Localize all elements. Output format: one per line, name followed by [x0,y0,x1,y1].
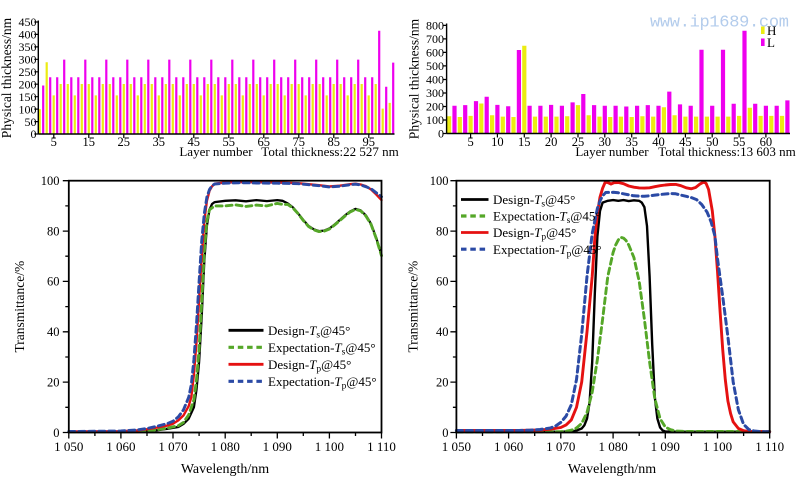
svg-text:600: 600 [426,46,444,60]
svg-text:Expectation-Ts@45°: Expectation-Ts@45° [268,340,376,358]
svg-text:95: 95 [363,135,376,149]
svg-text:800: 800 [426,19,444,33]
svg-text:Physical thickness/nm: Physical thickness/nm [0,17,14,138]
svg-text:15: 15 [83,135,96,149]
svg-text:H: H [767,23,776,38]
svg-text:1 070: 1 070 [546,439,575,454]
svg-text:80: 80 [436,224,449,238]
svg-text:80: 80 [47,224,60,238]
svg-text:50: 50 [706,135,719,149]
svg-text:55: 55 [223,135,236,149]
svg-text:200: 200 [19,77,37,91]
svg-text:1 090: 1 090 [263,439,292,454]
svg-text:1 090: 1 090 [651,439,680,454]
svg-text:15: 15 [518,135,531,149]
svg-text:25: 25 [118,135,131,149]
svg-text:Wavelength/nm: Wavelength/nm [181,462,269,477]
svg-text:35: 35 [153,135,166,149]
svg-text:450: 450 [19,15,37,29]
svg-text:50: 50 [25,115,37,129]
svg-text:200: 200 [426,100,444,114]
svg-text:Design-Ts@45°: Design-Ts@45° [493,192,575,210]
svg-text:60: 60 [47,275,60,289]
svg-text:0: 0 [438,127,444,141]
svg-text:0: 0 [53,426,59,440]
svg-text:30: 30 [599,135,612,149]
svg-text:300: 300 [19,53,37,67]
svg-text:100: 100 [430,174,449,188]
svg-text:40: 40 [47,325,60,339]
svg-text:Design-Ts@45°: Design-Ts@45° [268,323,350,341]
svg-text:55: 55 [733,135,746,149]
svg-text:1 100: 1 100 [315,439,344,454]
svg-text:20: 20 [436,375,449,389]
svg-text:www.ip1689.com: www.ip1689.com [650,14,789,33]
svg-text:5: 5 [51,135,57,149]
svg-text:Layer number: Layer number [179,144,253,159]
svg-text:1 050: 1 050 [442,439,471,454]
svg-text:40: 40 [436,325,449,339]
svg-text:Expectation-Tp@45°: Expectation-Tp@45° [268,374,377,392]
svg-text:45: 45 [679,135,692,149]
svg-text:350: 350 [19,40,37,54]
svg-text:Transmittance/%: Transmittance/% [406,261,421,353]
svg-text:0: 0 [442,426,448,440]
svg-text:1 080: 1 080 [211,439,240,454]
svg-text:1 110: 1 110 [755,439,784,454]
svg-text:10: 10 [491,135,504,149]
svg-text:1 100: 1 100 [703,439,732,454]
svg-text:250: 250 [19,65,37,79]
svg-text:0: 0 [31,127,37,141]
svg-text:1 070: 1 070 [158,439,187,454]
svg-text:60: 60 [436,275,449,289]
svg-text:1 060: 1 060 [106,439,135,454]
svg-text:20: 20 [47,375,60,389]
svg-text:L: L [767,35,775,50]
svg-text:25: 25 [572,135,585,149]
svg-text:65: 65 [258,135,271,149]
svg-text:40: 40 [652,135,665,149]
svg-text:700: 700 [426,32,444,46]
svg-text:45: 45 [188,135,201,149]
svg-text:Layer number: Layer number [575,144,649,159]
svg-text:Expectation-Tp@45°: Expectation-Tp@45° [493,242,602,259]
svg-text:Physical thickness/nm: Physical thickness/nm [406,18,421,139]
svg-text:1 050: 1 050 [54,439,83,454]
svg-text:5: 5 [467,135,473,149]
svg-text:Total thickness:13 603 nm: Total thickness:13 603 nm [658,144,795,159]
svg-text:Design-Tp@45°: Design-Tp@45° [493,225,576,243]
svg-text:Transmittance/%: Transmittance/% [12,261,27,353]
svg-text:1 080: 1 080 [598,439,627,454]
svg-text:400: 400 [426,73,444,87]
svg-text:500: 500 [426,59,444,73]
svg-text:Design-Tp@45°: Design-Tp@45° [268,357,351,375]
svg-text:1 060: 1 060 [494,439,523,454]
svg-text:Total thickness:22 527 nm: Total thickness:22 527 nm [261,144,398,159]
svg-text:Wavelength/nm: Wavelength/nm [568,462,656,477]
svg-text:75: 75 [293,135,306,149]
svg-text:1 110: 1 110 [367,439,396,454]
svg-text:Expectation-Ts@45°: Expectation-Ts@45° [493,209,601,227]
svg-text:100: 100 [19,102,37,116]
svg-text:100: 100 [426,113,444,127]
svg-text:85: 85 [328,135,341,149]
svg-text:100: 100 [41,174,60,188]
svg-text:150: 150 [19,90,37,104]
svg-text:400: 400 [19,28,37,42]
svg-text:35: 35 [625,135,638,149]
svg-text:20: 20 [545,135,558,149]
svg-text:60: 60 [760,135,773,149]
svg-text:300: 300 [426,86,444,100]
